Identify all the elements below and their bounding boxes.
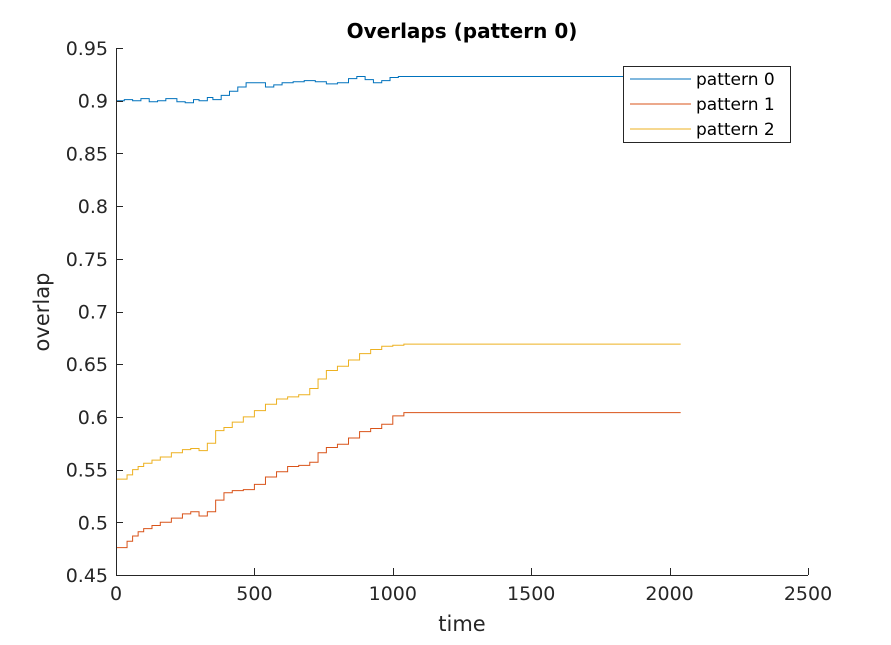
- y-tick-label: 0.8: [78, 196, 108, 218]
- x-axis-ticks: 0 500 1000 1500 2000 2500: [110, 568, 832, 605]
- chart-title: Overlaps (pattern 0): [347, 19, 578, 43]
- y-tick-label: 0.9: [78, 91, 108, 113]
- x-tick-label: 2500: [784, 583, 832, 605]
- y-tick-label: 0.75: [66, 249, 108, 271]
- series-line-2: [116, 343, 681, 480]
- series-line-1: [116, 412, 681, 549]
- y-axis-label: overlap: [30, 273, 54, 352]
- x-tick-label: 2000: [645, 583, 693, 605]
- x-tick-label: 500: [236, 583, 272, 605]
- y-tick-label: 0.45: [66, 565, 108, 587]
- y-tick-label: 0.6: [78, 407, 108, 429]
- y-tick-label: 0.85: [66, 143, 108, 165]
- legend-label: pattern 2: [696, 120, 775, 140]
- legend-label: pattern 1: [696, 95, 775, 115]
- x-tick-label: 1500: [507, 583, 555, 605]
- legend: pattern 0 pattern 1 pattern 2: [623, 66, 791, 143]
- y-tick-label: 0.65: [66, 354, 108, 376]
- y-tick-label: 0.55: [66, 460, 108, 482]
- x-axis-label: time: [438, 612, 485, 636]
- axes: [116, 48, 808, 576]
- x-tick-label: 1000: [369, 583, 417, 605]
- legend-label: pattern 0: [696, 70, 775, 90]
- y-tick-label: 0.5: [78, 512, 108, 534]
- y-tick-label: 0.95: [66, 38, 108, 60]
- series-layer: [116, 75, 681, 549]
- series-line-0: [116, 75, 681, 104]
- y-tick-label: 0.7: [78, 302, 108, 324]
- y-axis-ticks: 0.45 0.5 0.55 0.6 0.65 0.7 0.75 0.8 0.85 0.9 0.95: [66, 38, 123, 587]
- x-tick-label: 0: [110, 583, 122, 605]
